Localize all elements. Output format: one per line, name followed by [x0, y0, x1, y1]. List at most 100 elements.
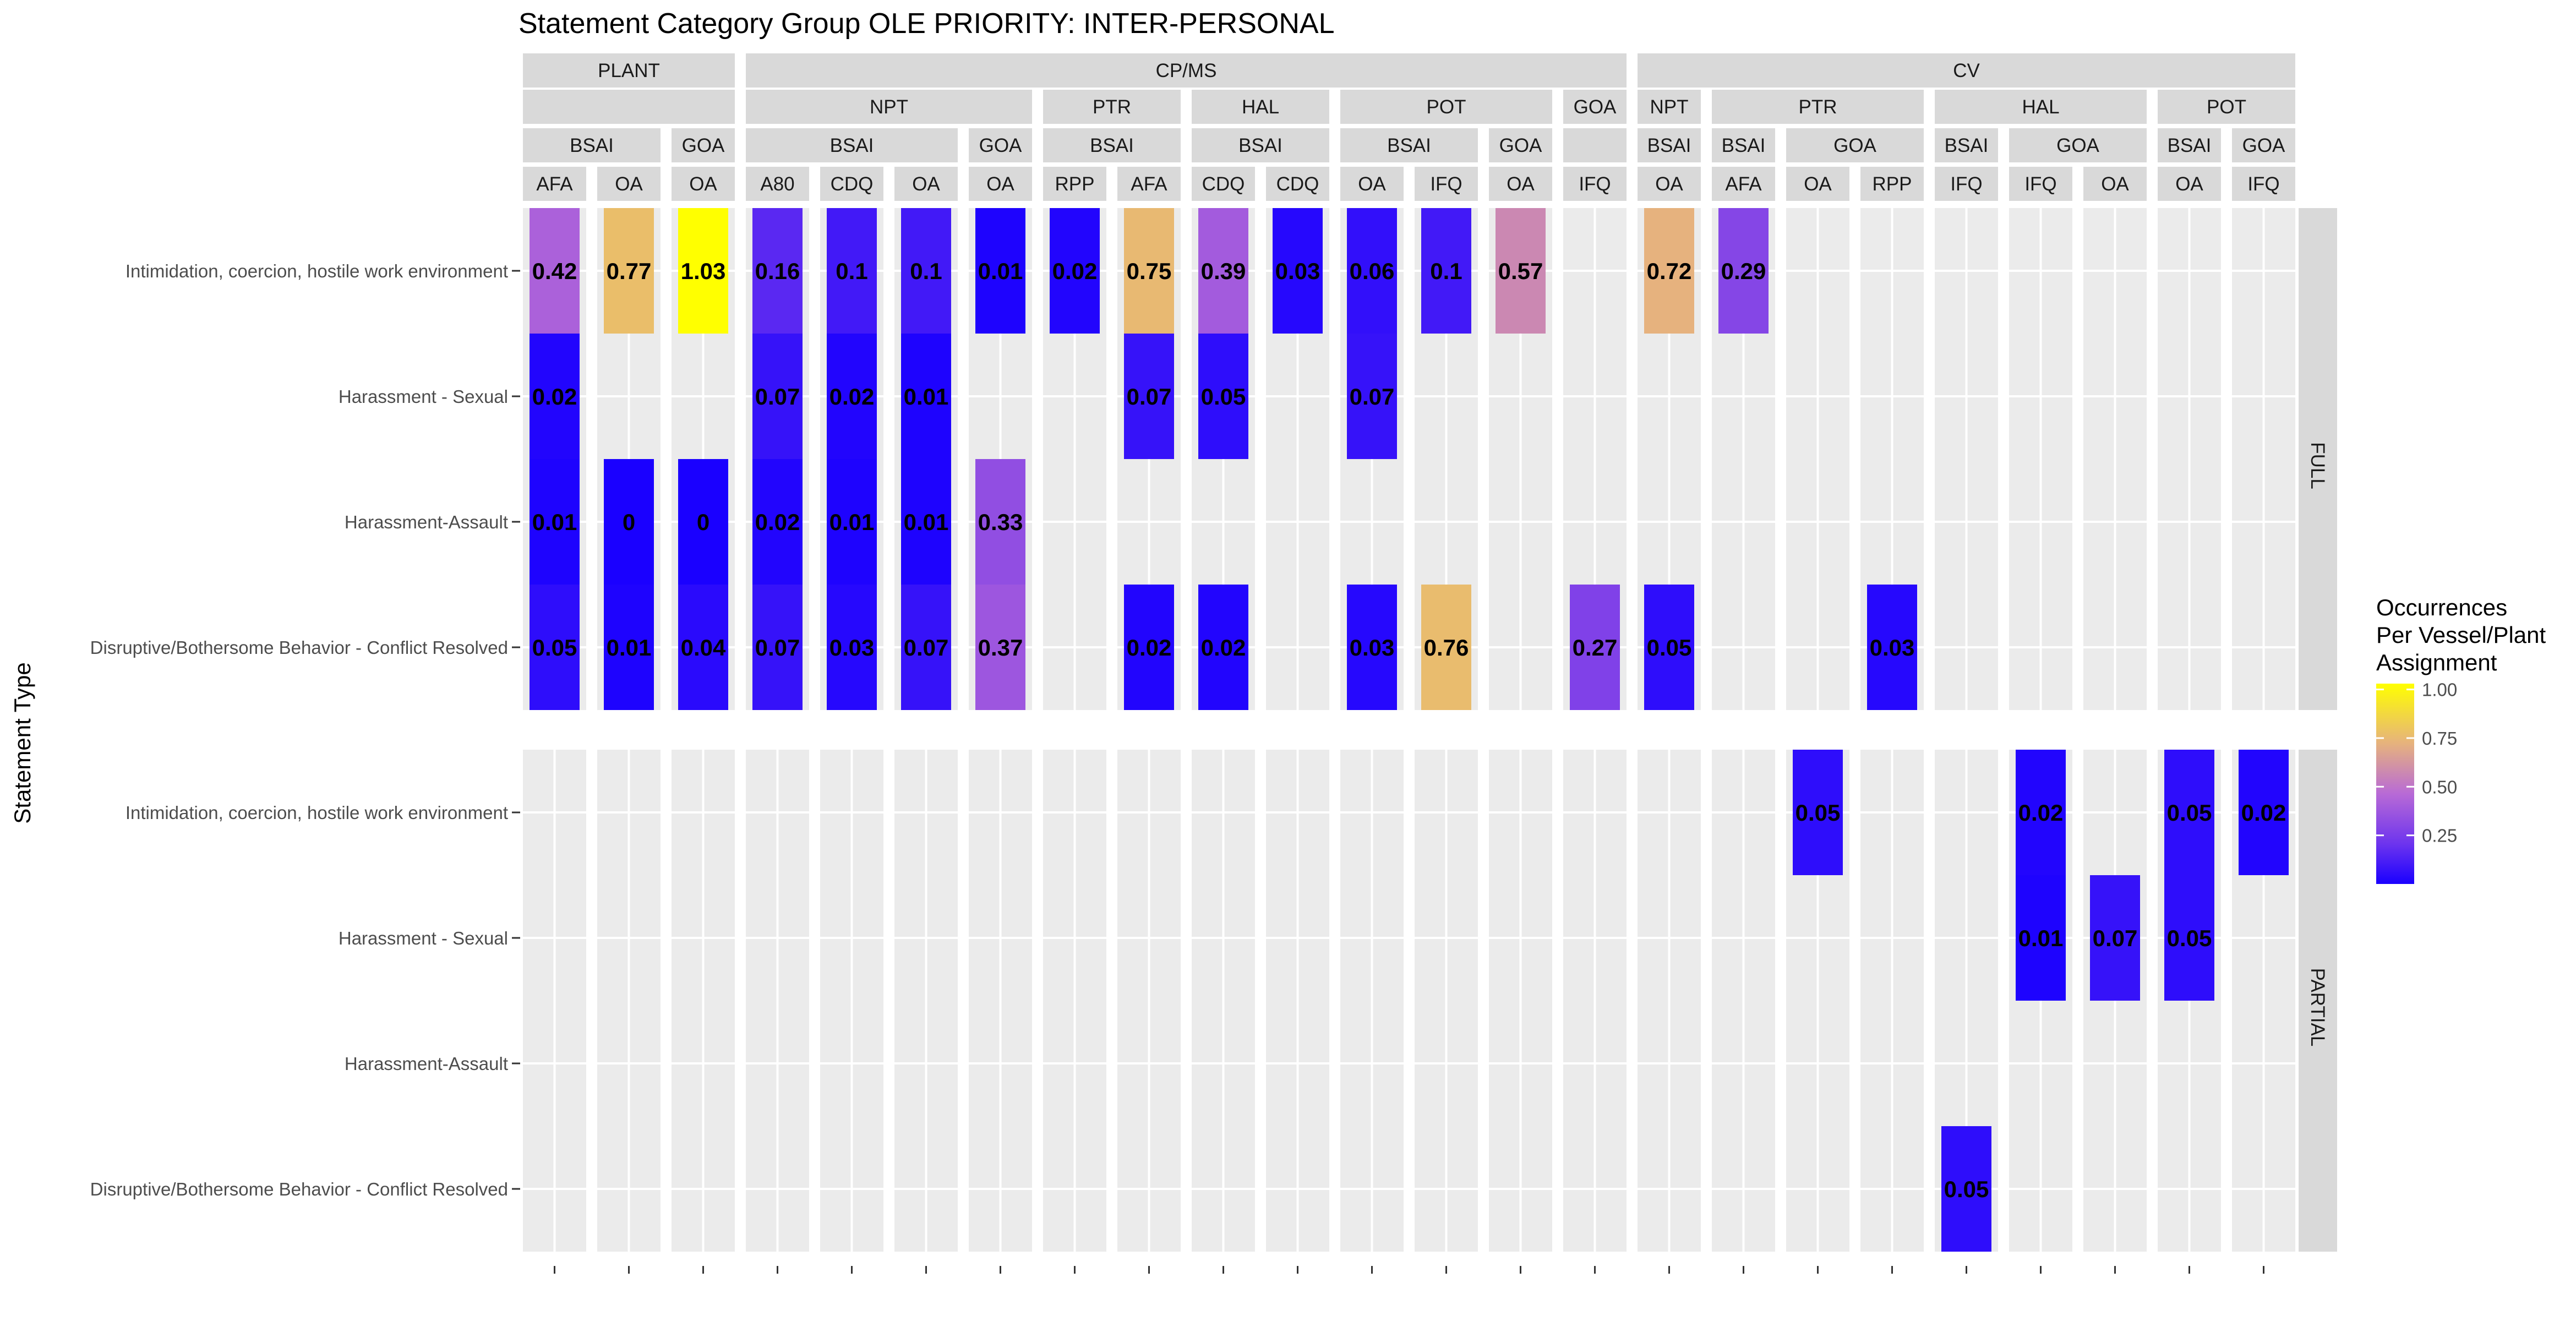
cell-value-label: 0.05 — [1795, 800, 1841, 826]
cell-value-label: 0.1 — [1430, 258, 1462, 284]
row-strip-label-full: FULL — [2307, 442, 2328, 489]
strip-bg-level-3-15 — [2232, 128, 2295, 162]
strip-bg-level-4-12 — [1415, 167, 1478, 201]
heatmap-cell — [752, 334, 803, 459]
strip-label-cdq: CDQ — [831, 173, 874, 195]
strip-label-bsai: BSAI — [1387, 135, 1431, 156]
strip-label-cdq: CDQ — [1202, 173, 1245, 195]
strip-label-goa: GOA — [682, 135, 725, 156]
cell-value-label: 0.03 — [1350, 635, 1395, 660]
strip-bg-level-3-7 — [1489, 128, 1552, 162]
heatmap-cell — [530, 334, 580, 459]
heatmap-cell — [2239, 750, 2289, 875]
row-strip-label-partial: PARTIAL — [2307, 968, 2328, 1047]
heatmap-cell — [752, 585, 803, 710]
heatmap-cell — [1198, 334, 1248, 459]
cell-value-label: 0.39 — [1201, 258, 1246, 284]
cell-value-label: 0.01 — [829, 509, 875, 535]
cell-value-label: 0.77 — [607, 258, 652, 284]
strip-label-oa: OA — [986, 173, 1014, 195]
strip-label-oa: OA — [1358, 173, 1386, 195]
strip-label-oa: OA — [2101, 173, 2129, 195]
legend-tick-label: 0.25 — [2422, 826, 2457, 846]
heatmap-cell — [1644, 585, 1694, 710]
cell-value-label: 0.01 — [904, 509, 949, 535]
heatmap-cell — [2164, 875, 2214, 1001]
cell-value-label: 0.29 — [1721, 258, 1766, 284]
legend-colorbar — [2376, 684, 2414, 884]
strip-bg-level-1-0 — [523, 53, 735, 88]
strip-label-cdq: CDQ — [1276, 173, 1319, 195]
strip-bg-level-3-1 — [672, 128, 735, 162]
strip-bg-level-4-7 — [1043, 167, 1106, 201]
heatmap-cell — [1347, 208, 1397, 334]
strip-label-ifq: IFQ — [2247, 173, 2279, 195]
heatmap-cell — [604, 208, 654, 334]
row-strips: FULL PARTIAL — [2299, 208, 2337, 1252]
heatmap-cell — [901, 459, 951, 585]
cell-value-label: 0.05 — [532, 635, 577, 660]
heatmap-cell — [1570, 585, 1620, 710]
strip-label-oa: OA — [2175, 173, 2203, 195]
strip-bg-level-3-3 — [969, 128, 1032, 162]
heatmap-cell — [827, 585, 877, 710]
strip-bg-level-4-20 — [2009, 167, 2072, 201]
heatmap-cell — [1124, 585, 1174, 710]
heatmap-cell — [2016, 750, 2066, 875]
strip-label-afa: AFA — [536, 173, 573, 195]
heatmap-cell — [2016, 875, 2066, 1001]
y-tick-label: Harassment - Sexual — [339, 386, 508, 407]
strip-bg-level-4-11 — [1340, 167, 1404, 201]
legend-title-line-2: Per Vessel/Plant — [2376, 622, 2546, 648]
strip-label-ifq: IFQ — [2024, 173, 2056, 195]
heatmap-cell — [678, 585, 728, 710]
strip-bg-level-3-2 — [746, 128, 958, 162]
strip-bg-level-3-12 — [1935, 128, 1998, 162]
cell-value-label: 0.01 — [607, 635, 652, 660]
heatmap-cell — [975, 585, 1025, 710]
strip-label-bsai: BSAI — [1090, 135, 1134, 156]
y-tick-label: Intimidation, coercion, hostile work env… — [125, 261, 508, 281]
strip-bg-level-4-8 — [1117, 167, 1181, 201]
cell-value-label: 0.03 — [829, 635, 875, 660]
cell-value-label: 0.02 — [755, 509, 800, 535]
heatmap-cell — [2164, 750, 2214, 875]
strip-label-bsai: BSAI — [1647, 135, 1691, 156]
heatmap-cell — [530, 459, 580, 585]
strip-bg-level-4-17 — [1786, 167, 1849, 201]
cell-value-label: 0.75 — [1127, 258, 1172, 284]
heatmap-cell — [1198, 585, 1248, 710]
strip-bg-level-4-5 — [894, 167, 958, 201]
strip-label-cv: CV — [1953, 60, 1980, 81]
strip-label-oa: OA — [689, 173, 717, 195]
strip-label-ifq: IFQ — [1579, 173, 1611, 195]
strip-label-goa: GOA — [2242, 135, 2285, 156]
legend-tick-label: 0.75 — [2422, 728, 2457, 749]
strip-bg-level-3-8 — [1563, 128, 1627, 162]
heatmap-cell — [530, 585, 580, 710]
cell-value-label: 0.33 — [978, 509, 1023, 535]
legend-tick-label: 0.50 — [2422, 777, 2457, 797]
strip-bg-level-3-0 — [523, 128, 661, 162]
heatmap-cell — [604, 459, 654, 585]
strip-label-oa: OA — [1804, 173, 1832, 195]
cell-value-label: 0.02 — [532, 384, 577, 410]
y-axis-ticks: Intimidation, coercion, hostile work env… — [90, 261, 2264, 1274]
heatmap-cell — [1198, 208, 1248, 334]
strip-bg-level-2-4 — [1340, 90, 1552, 124]
heatmap-cell — [604, 585, 654, 710]
cell-value-label: 0.07 — [1127, 384, 1172, 410]
strip-label-oa: OA — [1507, 173, 1535, 195]
heatmap-cell — [1273, 208, 1323, 334]
strip-bg-level-3-13 — [2009, 128, 2147, 162]
heatmap-cell — [901, 208, 951, 334]
strip-label-afa: AFA — [1131, 173, 1167, 195]
cell-value-label: 0.05 — [1647, 635, 1692, 660]
strip-bg-level-4-15 — [1638, 167, 1701, 201]
cell-value-label: 0.1 — [910, 258, 942, 284]
strip-bg-level-3-6 — [1340, 128, 1478, 162]
cell-value-label: 0.07 — [1350, 384, 1395, 410]
cell-value-label: 0.42 — [532, 258, 577, 284]
heatmap-cell — [827, 459, 877, 585]
strip-label-oa: OA — [1655, 173, 1683, 195]
